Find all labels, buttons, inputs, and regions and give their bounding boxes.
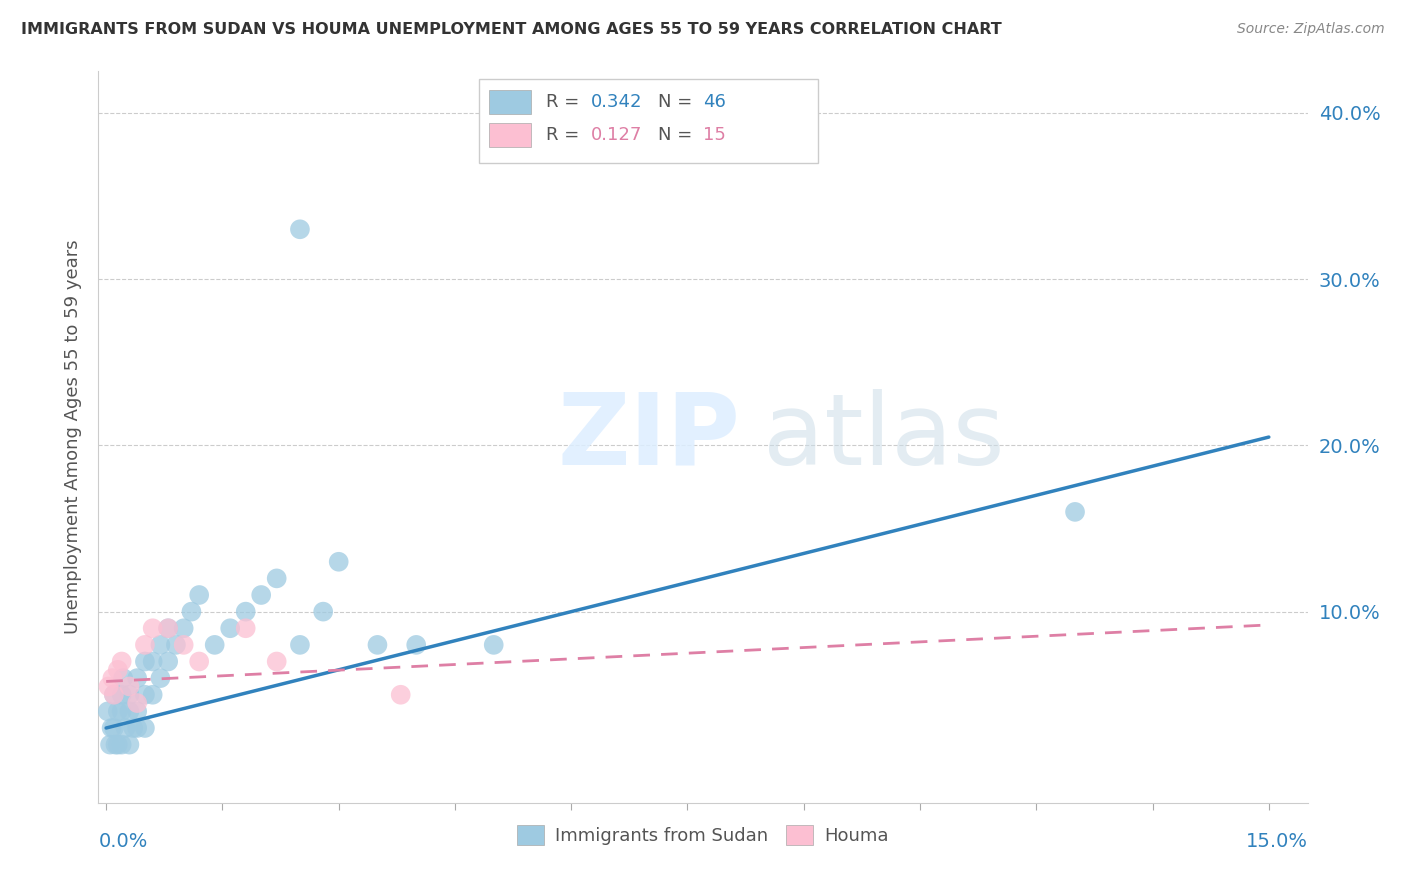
Point [112, 671, 135, 685]
Point [405, 638, 427, 652]
Point [118, 705, 141, 719]
Point [127, 671, 149, 685]
Point [1064, 505, 1087, 519]
Point [127, 696, 149, 710]
Text: N =: N = [658, 126, 693, 144]
Point [250, 588, 273, 602]
Point [127, 721, 149, 735]
Text: atlas: atlas [763, 389, 1005, 485]
Text: ZIP: ZIP [558, 389, 741, 485]
Text: 0.0%: 0.0% [98, 832, 148, 851]
Point [134, 655, 156, 669]
Point [107, 663, 129, 677]
Point [97, 680, 120, 694]
Text: R =: R = [546, 93, 579, 112]
Point [114, 721, 136, 735]
Point [127, 705, 149, 719]
Point [104, 738, 127, 752]
Point [266, 571, 288, 585]
Point [312, 605, 335, 619]
Point [366, 638, 388, 652]
Point [111, 705, 134, 719]
Point [288, 638, 311, 652]
Point [103, 721, 125, 735]
Point [389, 688, 412, 702]
FancyBboxPatch shape [489, 90, 531, 114]
Text: 15: 15 [703, 126, 725, 144]
Point [103, 688, 125, 702]
Point [149, 671, 172, 685]
Point [107, 738, 129, 752]
FancyBboxPatch shape [489, 123, 531, 146]
Text: Source: ZipAtlas.com: Source: ZipAtlas.com [1237, 22, 1385, 37]
Y-axis label: Unemployment Among Ages 55 to 59 years: Unemployment Among Ages 55 to 59 years [63, 240, 82, 634]
Point [219, 621, 242, 635]
Point [118, 680, 141, 694]
Point [122, 721, 145, 735]
Text: 15.0%: 15.0% [1246, 832, 1308, 851]
Point [235, 605, 257, 619]
Point [134, 721, 156, 735]
Point [118, 688, 141, 702]
Text: R =: R = [546, 126, 579, 144]
Point [173, 638, 195, 652]
Point [328, 555, 350, 569]
Point [101, 671, 124, 685]
Point [107, 705, 129, 719]
Point [142, 621, 165, 635]
Point [111, 738, 134, 752]
Point [165, 638, 187, 652]
Text: IMMIGRANTS FROM SUDAN VS HOUMA UNEMPLOYMENT AMONG AGES 55 TO 59 YEARS CORRELATIO: IMMIGRANTS FROM SUDAN VS HOUMA UNEMPLOYM… [21, 22, 1002, 37]
Point [482, 638, 505, 652]
Point [204, 638, 226, 652]
Text: N =: N = [658, 93, 693, 112]
Point [157, 621, 180, 635]
Point [111, 655, 134, 669]
Text: 0.342: 0.342 [591, 93, 643, 112]
Point [180, 605, 202, 619]
Point [173, 621, 195, 635]
Legend: Immigrants from Sudan, Houma: Immigrants from Sudan, Houma [510, 818, 896, 852]
Point [103, 688, 125, 702]
FancyBboxPatch shape [479, 78, 818, 163]
Point [157, 655, 180, 669]
Point [118, 738, 141, 752]
Point [188, 588, 211, 602]
Point [98, 738, 121, 752]
Point [149, 638, 172, 652]
Point [142, 688, 165, 702]
Text: 0.127: 0.127 [591, 126, 643, 144]
Point [134, 638, 156, 652]
Point [100, 721, 122, 735]
Point [111, 688, 134, 702]
Point [134, 688, 156, 702]
Point [97, 705, 120, 719]
Point [266, 655, 288, 669]
Point [157, 621, 180, 635]
Point [188, 655, 211, 669]
Point [142, 655, 165, 669]
Point [288, 222, 311, 236]
Text: 46: 46 [703, 93, 725, 112]
Point [235, 621, 257, 635]
